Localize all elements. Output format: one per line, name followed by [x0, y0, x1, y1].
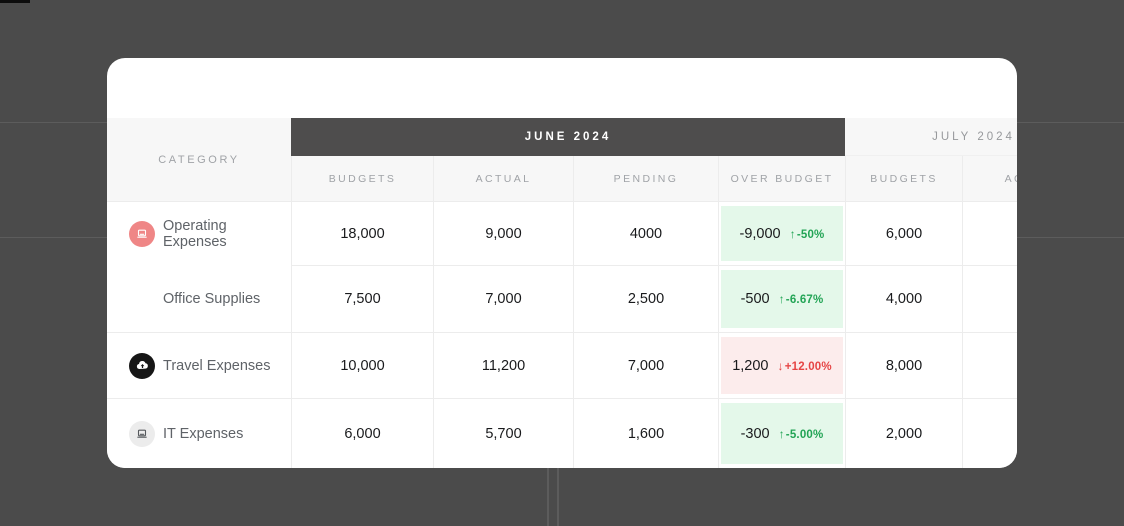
- over-budget-cell[interactable]: -300 ↑-5.00%: [718, 398, 845, 468]
- over-budget-cell[interactable]: 1,200 ↓+12.00%: [718, 332, 845, 398]
- actual-cell-july[interactable]: [962, 202, 1017, 265]
- actual-cell[interactable]: 5,700: [433, 398, 573, 468]
- month-group-july: JULY 2024: [845, 118, 1017, 156]
- backdrop-artifact-bar: [0, 0, 30, 3]
- backdrop-line: [557, 468, 559, 526]
- over-budget-value: -300: [740, 425, 770, 442]
- actual-cell[interactable]: 9,000: [433, 202, 573, 265]
- column-header-over-budget: OVER BUDGET: [718, 156, 845, 202]
- category-label: Operating Expenses: [163, 217, 227, 250]
- column-header-actual: ACTUAL: [433, 156, 573, 202]
- laptop-icon: [129, 220, 155, 247]
- category-label: Office Supplies: [163, 290, 261, 307]
- trend-arrow-icon: ↑: [778, 292, 785, 306]
- over-budget-cell[interactable]: -500 ↑-6.67%: [718, 265, 845, 332]
- over-budget-badge: -500 ↑-6.67%: [721, 270, 843, 328]
- backdrop-line: [547, 468, 549, 526]
- category-label: Travel Expenses: [163, 357, 271, 374]
- trend-arrow-icon: ↓: [777, 358, 784, 373]
- over-budget-badge: -9,000 ↑-50%: [721, 206, 843, 261]
- category-cell[interactable]: IT Expenses: [107, 398, 291, 468]
- actual-cell-july[interactable]: [962, 332, 1017, 398]
- column-header-pending: PENDING: [573, 156, 718, 202]
- budgets-cell[interactable]: 6,000: [291, 398, 433, 468]
- trend-arrow-icon: ↑: [778, 426, 785, 441]
- budgets-cell-july[interactable]: 6,000: [845, 202, 962, 265]
- actual-cell[interactable]: 7,000: [433, 265, 573, 332]
- category-cell[interactable]: Office Supplies: [107, 265, 291, 332]
- pending-cell[interactable]: 1,600: [573, 398, 718, 468]
- budgets-cell-july[interactable]: 2,000: [845, 398, 962, 468]
- over-budget-badge: -300 ↑-5.00%: [721, 403, 843, 464]
- budgets-cell-july[interactable]: 8,000: [845, 332, 962, 398]
- over-budget-delta: ↓+12.00%: [777, 359, 831, 373]
- delta-percent: -6.67%: [785, 294, 824, 306]
- cloud-upload-icon: [129, 352, 155, 379]
- category-column-header: CATEGORY: [107, 118, 291, 202]
- laptop-icon: [129, 420, 155, 447]
- column-header-budgets-july: BUDGETS: [845, 156, 962, 202]
- budget-table: CATEGORY JUNE 2024 JULY 2024 BUDGETS ACT…: [107, 118, 1017, 468]
- over-budget-badge: 1,200 ↓+12.00%: [721, 337, 843, 394]
- over-budget-value: 1,200: [732, 357, 769, 374]
- over-budget-delta: ↑-6.67%: [779, 292, 824, 306]
- pending-cell[interactable]: 2,500: [573, 265, 718, 332]
- icon-spacer: [129, 286, 155, 312]
- budget-table-modal: CATEGORY JUNE 2024 JULY 2024 BUDGETS ACT…: [107, 58, 1017, 468]
- pending-cell[interactable]: 4000: [573, 202, 718, 265]
- over-budget-value: -500: [740, 291, 770, 307]
- over-budget-cell[interactable]: -9,000 ↑-50%: [718, 202, 845, 265]
- column-header-actual-july: ACTUAL: [962, 156, 1017, 202]
- month-group-june: JUNE 2024: [291, 118, 845, 156]
- trend-arrow-icon: ↑: [789, 226, 796, 241]
- over-budget-value: -9,000: [739, 225, 781, 242]
- category-label: IT Expenses: [163, 425, 244, 442]
- column-header-budgets: BUDGETS: [291, 156, 433, 202]
- delta-percent: -50%: [796, 228, 825, 241]
- budgets-cell-july[interactable]: 4,000: [845, 265, 962, 332]
- budgets-cell[interactable]: 18,000: [291, 202, 433, 265]
- actual-cell[interactable]: 11,200: [433, 332, 573, 398]
- actual-cell-july[interactable]: [962, 398, 1017, 468]
- budgets-cell[interactable]: 7,500: [291, 265, 433, 332]
- category-cell[interactable]: Operating Expenses: [107, 202, 291, 265]
- pending-cell[interactable]: 7,000: [573, 332, 718, 398]
- over-budget-delta: ↑-50%: [790, 227, 825, 241]
- actual-cell-july[interactable]: [962, 265, 1017, 332]
- over-budget-delta: ↑-5.00%: [779, 427, 824, 441]
- delta-percent: -5.00%: [785, 428, 824, 441]
- budgets-cell[interactable]: 10,000: [291, 332, 433, 398]
- category-cell[interactable]: Travel Expenses: [107, 332, 291, 398]
- delta-percent: +12.00%: [784, 360, 832, 373]
